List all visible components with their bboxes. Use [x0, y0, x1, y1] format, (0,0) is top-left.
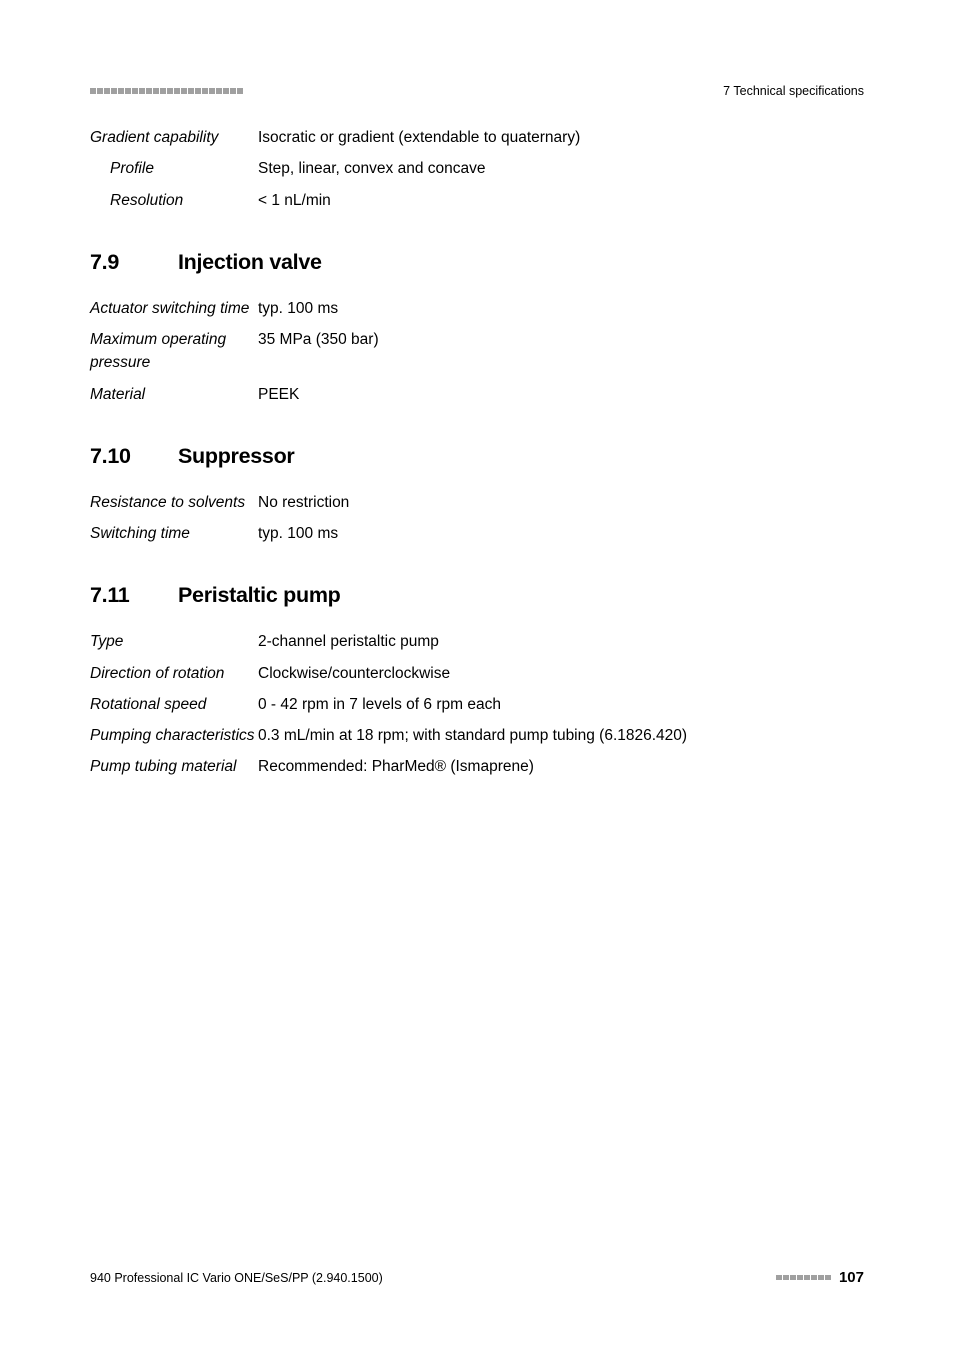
ornament-square	[825, 1275, 831, 1281]
ornament-square	[160, 88, 166, 94]
section-number: 7.9	[90, 250, 178, 275]
spec-row: Actuator switching timetyp. 100 ms	[90, 297, 864, 320]
ornament-square	[776, 1275, 782, 1281]
footer-right: 107	[776, 1269, 864, 1286]
ornament-square	[97, 88, 103, 94]
spec-label: Maximum operating pressure	[90, 328, 258, 375]
ornament-square	[818, 1275, 824, 1281]
section-number: 7.10	[90, 444, 178, 469]
spec-label: Rotational speed	[90, 693, 258, 716]
spec-value: Step, linear, convex and concave	[258, 157, 864, 180]
ornament-square	[811, 1275, 817, 1281]
spec-value: Recommended: PharMed® (Ismaprene)	[258, 755, 864, 778]
page-footer: 940 Professional IC Vario ONE/SeS/PP (2.…	[90, 1269, 864, 1286]
spec-label: Material	[90, 383, 258, 406]
ornament-square	[125, 88, 131, 94]
section-title: Peristaltic pump	[178, 583, 340, 607]
spec-value: Isocratic or gradient (extendable to qua…	[258, 126, 864, 149]
spec-value: 35 MPa (350 bar)	[258, 328, 864, 375]
spec-label: Profile	[90, 157, 258, 180]
spec-row: Direction of rotationClockwise/countercl…	[90, 662, 864, 685]
header-chapter: 7 Technical specifications	[723, 84, 864, 98]
ornament-square	[783, 1275, 789, 1281]
spec-label: Direction of rotation	[90, 662, 258, 685]
ornament-square	[188, 88, 194, 94]
spec-row: Resolution< 1 nL/min	[90, 189, 864, 212]
spec-value: typ. 100 ms	[258, 522, 864, 545]
spec-label: Gradient capability	[90, 126, 258, 149]
spec-value: 2-channel peristaltic pump	[258, 630, 864, 653]
ornament-square	[230, 88, 236, 94]
spec-value: 0.3 mL/min at 18 rpm; with standard pump…	[258, 724, 864, 747]
spec-value: Clockwise/counterclockwise	[258, 662, 864, 685]
ornament-square	[804, 1275, 810, 1281]
ornament-square	[146, 88, 152, 94]
ornament-square	[237, 88, 243, 94]
ornament-square	[139, 88, 145, 94]
sections-container: 7.9Injection valve Actuator switching tim…	[90, 250, 864, 779]
spec-label: Pumping characteristics	[90, 724, 258, 747]
spec-block: Type2-channel peristaltic pumpDirection …	[90, 630, 864, 778]
ornament-square	[174, 88, 180, 94]
spec-row: ProfileStep, linear, convex and concave	[90, 157, 864, 180]
ornament-square	[223, 88, 229, 94]
spec-row: Pumping characteristics0.3 mL/min at 18 …	[90, 724, 864, 747]
spec-value: No restriction	[258, 491, 864, 514]
section-heading: 7.9Injection valve	[90, 250, 864, 275]
ornament-square	[90, 88, 96, 94]
ornament-square	[167, 88, 173, 94]
spec-label: Type	[90, 630, 258, 653]
spec-label: Actuator switching time	[90, 297, 258, 320]
spec-row: Switching timetyp. 100 ms	[90, 522, 864, 545]
section-title: Suppressor	[178, 444, 294, 468]
section-title: Injection valve	[178, 250, 322, 274]
section-heading: 7.10Suppressor	[90, 444, 864, 469]
ornament-square	[202, 88, 208, 94]
spec-value: typ. 100 ms	[258, 297, 864, 320]
spec-block: Actuator switching timetyp. 100 msMaximu…	[90, 297, 864, 406]
spec-row: Maximum operating pressure35 MPa (350 ba…	[90, 328, 864, 375]
ornament-square	[195, 88, 201, 94]
footer-ornament	[776, 1275, 831, 1281]
ornament-square	[111, 88, 117, 94]
spec-block: Resistance to solventsNo restrictionSwit…	[90, 491, 864, 546]
intro-spec-block: Gradient capabilityIsocratic or gradient…	[90, 126, 864, 212]
ornament-square	[118, 88, 124, 94]
spec-value: < 1 nL/min	[258, 189, 864, 212]
spec-label: Resolution	[90, 189, 258, 212]
spec-label: Resistance to solvents	[90, 491, 258, 514]
spec-value: 0 - 42 rpm in 7 levels of 6 rpm each	[258, 693, 864, 716]
header-ornament	[90, 88, 243, 94]
ornament-square	[216, 88, 222, 94]
page-header: 7 Technical specifications	[90, 84, 864, 98]
page-container: 7 Technical specifications Gradient capa…	[0, 0, 954, 779]
ornament-square	[132, 88, 138, 94]
spec-row: Pump tubing materialRecommended: PharMed…	[90, 755, 864, 778]
ornament-square	[797, 1275, 803, 1281]
spec-value: PEEK	[258, 383, 864, 406]
ornament-square	[181, 88, 187, 94]
spec-row: Gradient capabilityIsocratic or gradient…	[90, 126, 864, 149]
spec-label: Pump tubing material	[90, 755, 258, 778]
spec-row: Resistance to solventsNo restriction	[90, 491, 864, 514]
ornament-square	[104, 88, 110, 94]
spec-row: Type2-channel peristaltic pump	[90, 630, 864, 653]
footer-doc-title: 940 Professional IC Vario ONE/SeS/PP (2.…	[90, 1271, 383, 1285]
ornament-square	[153, 88, 159, 94]
section-heading: 7.11Peristaltic pump	[90, 583, 864, 608]
spec-label: Switching time	[90, 522, 258, 545]
spec-row: Rotational speed0 - 42 rpm in 7 levels o…	[90, 693, 864, 716]
ornament-square	[790, 1275, 796, 1281]
footer-page-number: 107	[839, 1269, 864, 1286]
spec-row: MaterialPEEK	[90, 383, 864, 406]
ornament-square	[209, 88, 215, 94]
section-number: 7.11	[90, 583, 178, 608]
